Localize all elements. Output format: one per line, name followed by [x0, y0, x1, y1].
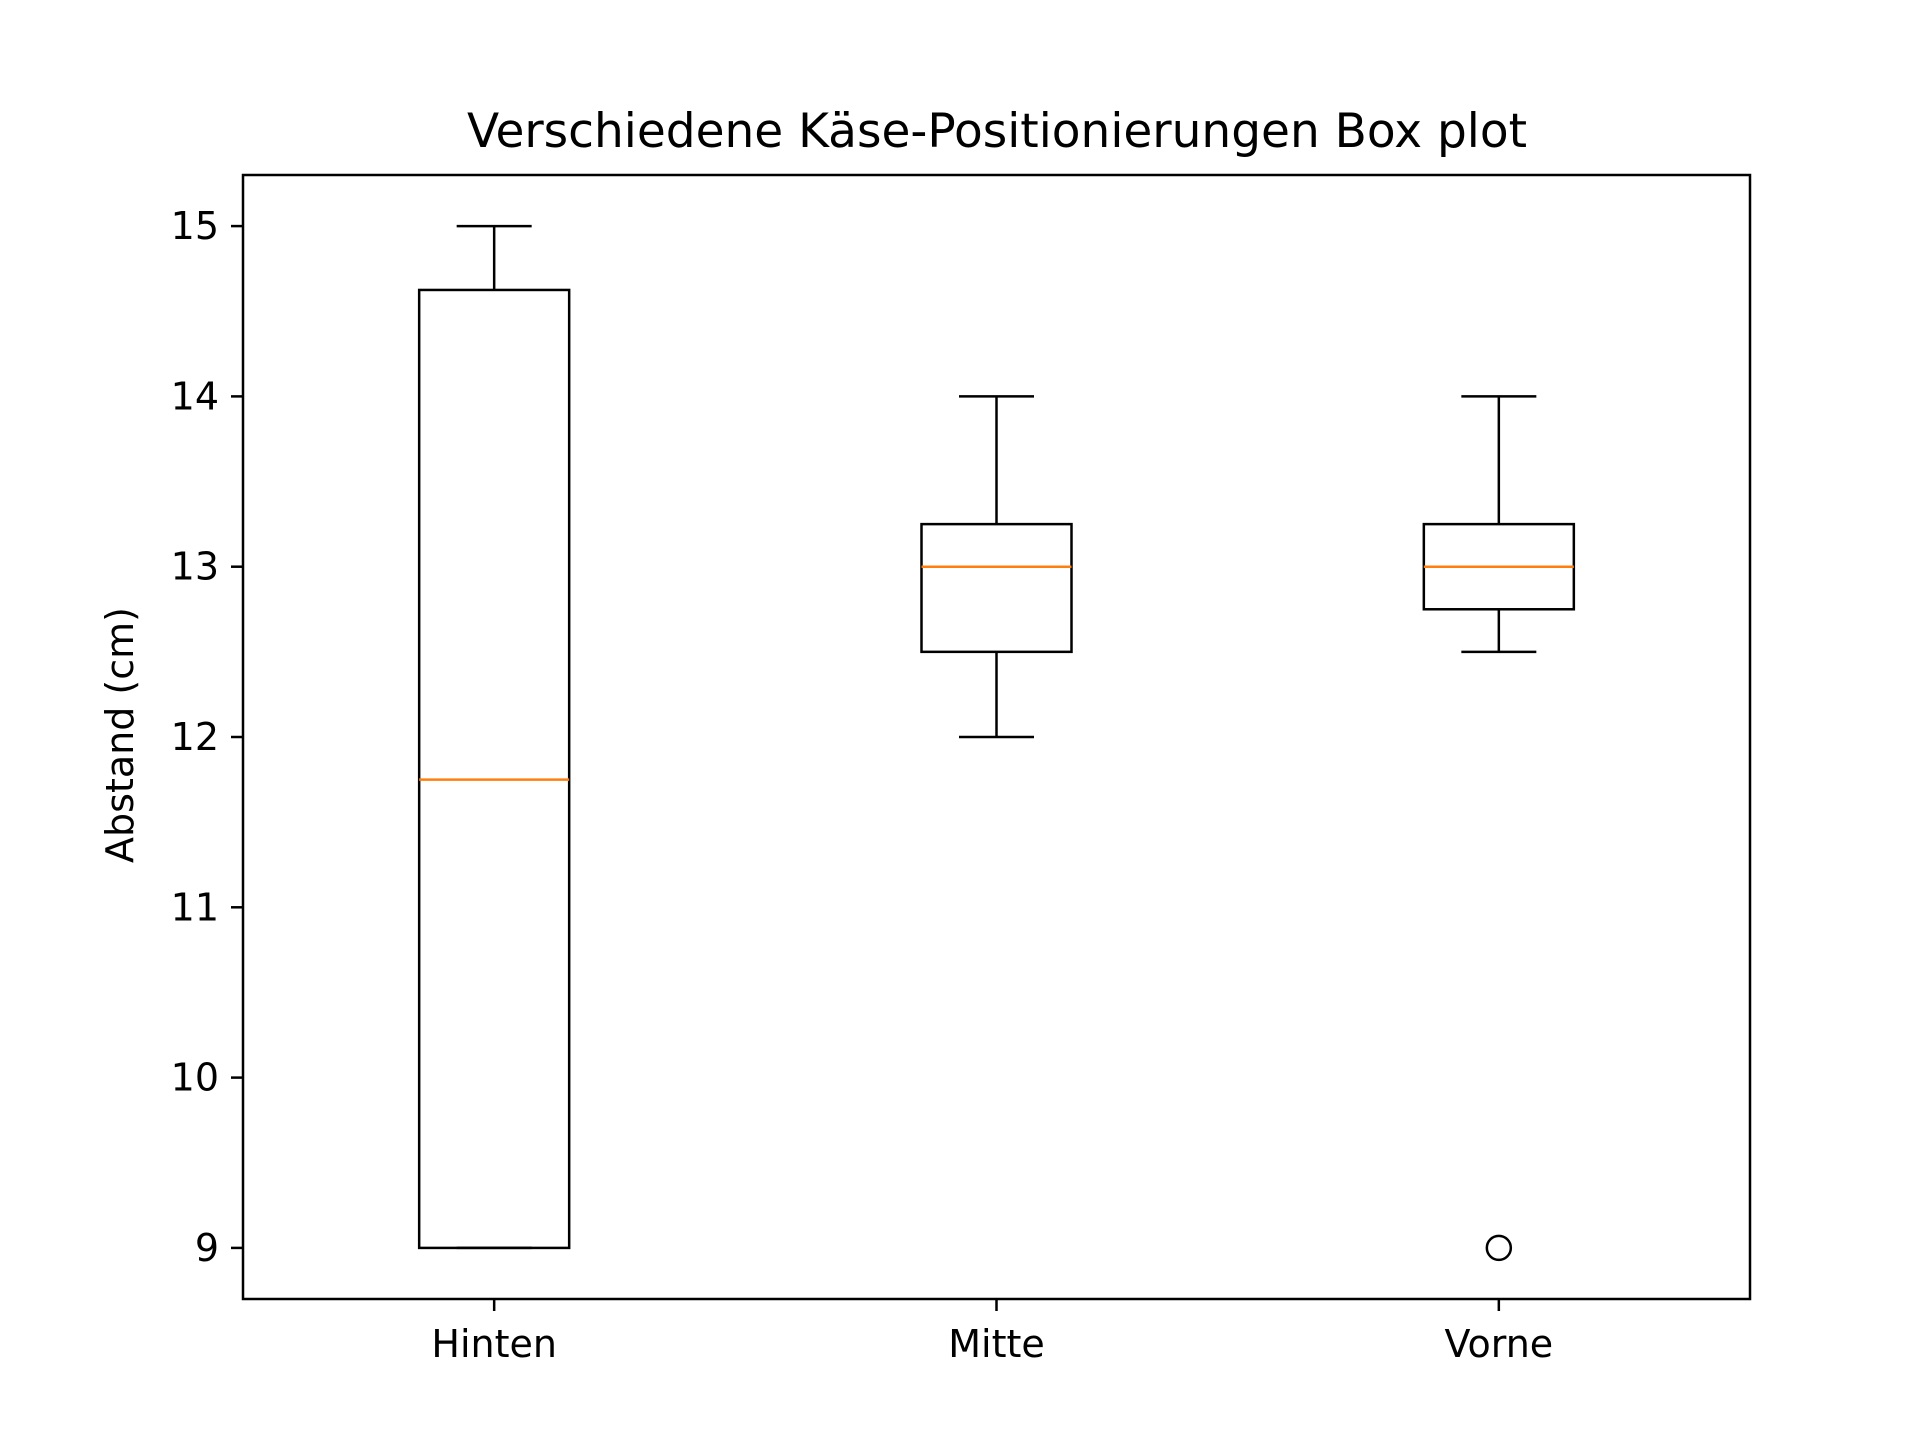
- box-group-mitte: [920, 395, 1073, 739]
- y-tick-label: 10: [171, 1056, 219, 1100]
- box-iqr: [417, 288, 571, 1250]
- y-tick-label: 9: [195, 1226, 219, 1270]
- x-axis: Hinten Mitte Vorne: [431, 1299, 1553, 1366]
- boxes-layer: [417, 224, 1576, 1262]
- y-tick-label: 12: [171, 715, 219, 759]
- box-iqr: [920, 522, 1073, 654]
- box-group-hinten: [417, 224, 571, 1250]
- x-tick-label: Vorne: [1444, 1322, 1553, 1366]
- plot-frame: [241, 173, 1752, 1301]
- chart-title: Verschiedene Käse-Positionierungen Box p…: [467, 104, 1527, 159]
- box-group-vorne: [1422, 395, 1576, 1262]
- y-axis-label: Abstand (cm): [98, 607, 142, 863]
- y-tick-label: 11: [171, 885, 219, 929]
- y-tick-label: 14: [171, 374, 219, 418]
- y-axis: 9 10 11 12 13 14 15: [171, 204, 243, 1270]
- outlier-point: [1485, 1234, 1513, 1262]
- y-tick-label: 15: [171, 204, 219, 248]
- x-tick-label: Mitte: [948, 1322, 1045, 1366]
- y-tick-label: 13: [171, 545, 219, 589]
- x-tick-label: Hinten: [431, 1322, 557, 1366]
